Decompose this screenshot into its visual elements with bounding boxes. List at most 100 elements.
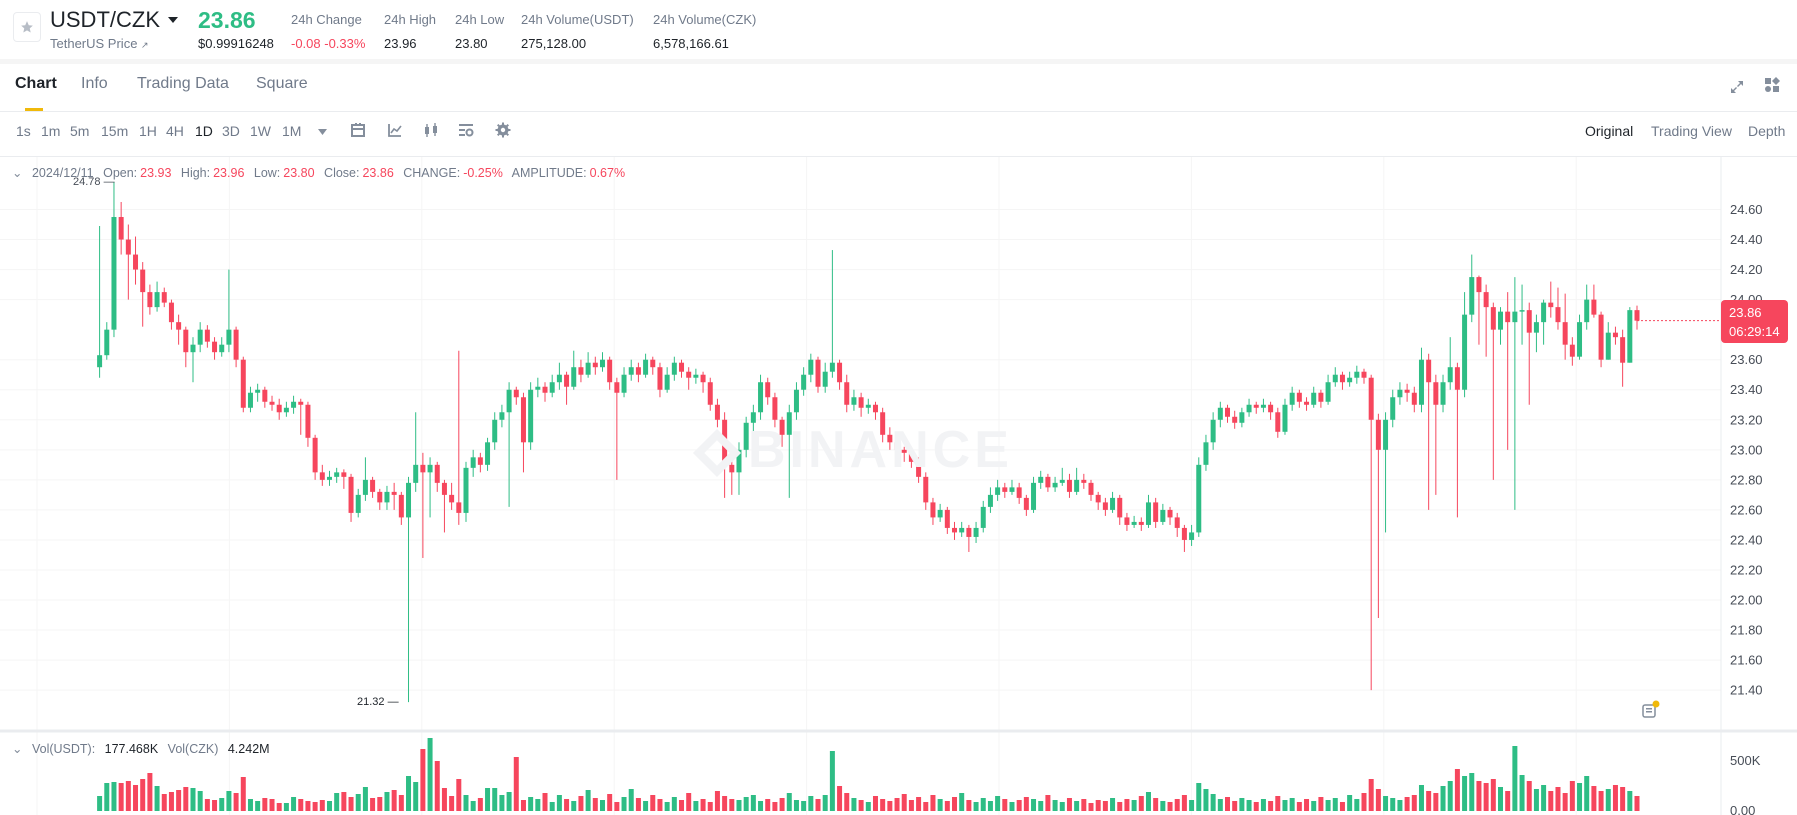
volume-bar: [779, 798, 785, 811]
interval-1h[interactable]: 1H: [139, 123, 157, 139]
gear-icon[interactable]: [495, 122, 511, 138]
candle-body: [765, 382, 771, 398]
candle-body: [808, 359, 814, 375]
volume-bar: [901, 794, 907, 811]
candle-body: [1383, 419, 1389, 450]
y-axis-tick-label: 23.40: [1730, 382, 1763, 397]
candle-body: [276, 404, 282, 413]
interval-5m[interactable]: 5m: [70, 123, 90, 139]
interval-1s[interactable]: 1s: [16, 123, 31, 139]
volume-bar: [1440, 786, 1446, 811]
candle-body: [966, 527, 972, 537]
volume-bar: [312, 802, 318, 811]
interval-more-dropdown-icon[interactable]: [318, 129, 327, 135]
candle-body: [1347, 377, 1353, 383]
interval-4h[interactable]: 4H: [166, 123, 184, 139]
notes-button[interactable]: [1640, 700, 1660, 720]
candle-body: [441, 482, 447, 495]
interval-3d[interactable]: 3D: [222, 123, 240, 139]
pair-selector[interactable]: USDT/CZK: [50, 7, 178, 33]
volume-bar: [1145, 792, 1151, 811]
volume-bar: [1548, 791, 1554, 811]
volume-bar: [125, 781, 131, 811]
volume-bar: [1311, 801, 1317, 811]
volume-bar: [233, 793, 239, 811]
volume-bar: [204, 799, 210, 811]
candle-body: [1620, 337, 1626, 363]
volume-bar: [628, 789, 634, 811]
volume-bar: [341, 792, 347, 811]
candle-body: [463, 467, 469, 513]
candle-body: [104, 329, 110, 356]
candle-body: [1275, 412, 1281, 432]
volume-bar: [1110, 798, 1116, 811]
tether-price-link[interactable]: TetherUS Price ↗: [50, 36, 149, 51]
candle-body: [1526, 310, 1532, 333]
tab-info[interactable]: Info: [81, 75, 108, 92]
last-price: 23.86: [198, 7, 256, 33]
candle-body: [1311, 392, 1317, 405]
tab-square[interactable]: Square: [256, 75, 308, 92]
widgets-icon[interactable]: [1764, 77, 1780, 93]
candle-body: [1304, 401, 1310, 405]
volume-bar: [226, 791, 232, 811]
view-depth[interactable]: Depth: [1748, 123, 1786, 139]
volume-bar: [995, 796, 1001, 811]
volume-bar: [987, 801, 993, 811]
interval-1m[interactable]: 1m: [41, 123, 61, 139]
volume-bar: [1433, 793, 1439, 811]
indicator-icon[interactable]: [387, 122, 403, 138]
legend-collapse-icon[interactable]: ⌄: [12, 166, 23, 180]
candle-body: [1102, 502, 1108, 510]
candle-body: [140, 269, 146, 293]
calendar-icon[interactable]: [350, 122, 366, 138]
interval-15m[interactable]: 15m: [101, 123, 129, 139]
volume-bar: [815, 799, 821, 811]
candlestick-type-icon[interactable]: [423, 122, 439, 138]
tab-trading-data[interactable]: Trading Data: [137, 75, 229, 92]
volume-legend-collapse-icon[interactable]: ⌄: [12, 742, 23, 756]
candle-body: [154, 292, 160, 308]
interval-1w[interactable]: 1W: [250, 123, 271, 139]
candle-body: [987, 494, 993, 507]
y-axis-tick-label: 23.20: [1730, 412, 1763, 427]
legend-amplitude: 0.67%: [589, 166, 626, 180]
volume-bar: [1153, 798, 1159, 811]
interval-1m-month[interactable]: 1M: [282, 123, 302, 139]
volume-bar: [686, 793, 692, 811]
view-original[interactable]: Original: [1585, 123, 1634, 139]
view-trading-view[interactable]: Trading View: [1651, 123, 1732, 139]
volume-bar: [564, 799, 570, 811]
candle-body: [528, 389, 534, 443]
favorite-button[interactable]: [13, 12, 41, 42]
volume-bar: [714, 791, 720, 811]
volume-bar: [1498, 787, 1504, 811]
candlestick-chart[interactable]: 24.6024.4024.2024.0023.6023.4023.2023.00…: [0, 157, 1797, 815]
volume-bar: [456, 779, 462, 811]
interval-1d[interactable]: 1D: [195, 123, 213, 139]
candle-body: [312, 437, 318, 473]
volume-bar: [750, 795, 756, 811]
candle-body: [736, 449, 742, 473]
candle-body: [434, 464, 440, 483]
volume-bar: [1268, 801, 1274, 811]
fullscreen-icon[interactable]: [1729, 79, 1745, 95]
candle-body: [1577, 322, 1583, 357]
candle-body: [1009, 487, 1015, 492]
max-price-text: 24.78: [73, 176, 101, 188]
volume-bar: [1512, 746, 1518, 811]
candle-body: [499, 412, 505, 420]
volume-bar: [980, 798, 986, 811]
y-axis-tick-label: 24.60: [1730, 202, 1763, 217]
volume-bar: [470, 801, 476, 811]
chart-settings-icon[interactable]: [458, 122, 474, 138]
volume-bar: [1404, 797, 1410, 811]
volume-bar: [722, 796, 728, 811]
candle-body: [326, 476, 332, 480]
volume-bar: [1318, 797, 1324, 811]
candle-body: [1296, 392, 1302, 402]
volume-bar: [1476, 781, 1482, 811]
candle-body: [406, 482, 412, 518]
tab-chart[interactable]: Chart: [15, 75, 57, 92]
external-link-arrow-icon: ↗: [141, 40, 149, 50]
